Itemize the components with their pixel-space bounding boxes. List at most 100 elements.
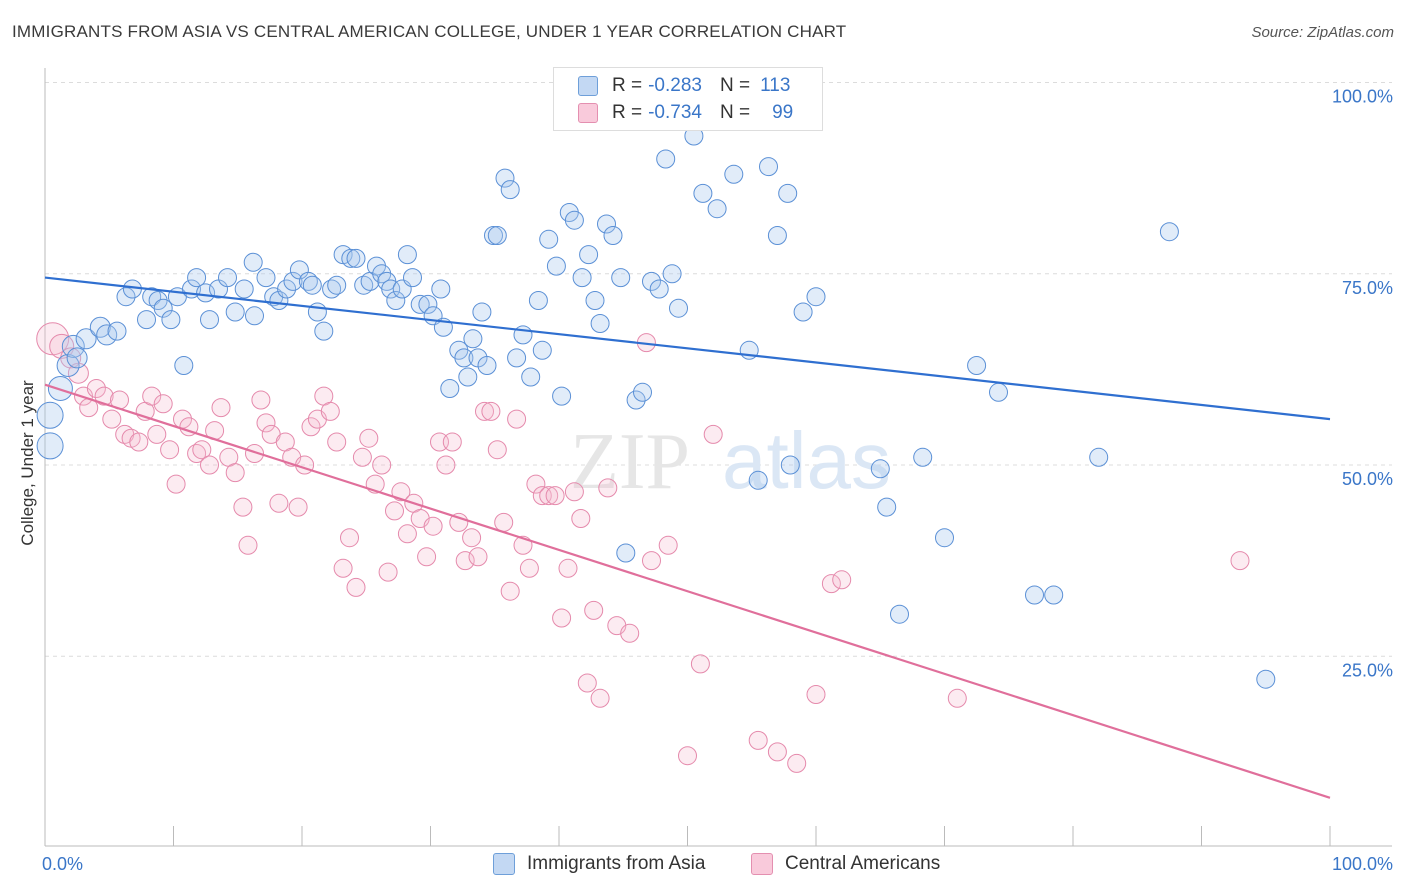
bottom-legend-central: Central Americans — [751, 852, 940, 876]
asia-point — [314, 321, 334, 341]
central-american-point — [494, 512, 514, 532]
central-american-point — [153, 394, 173, 414]
asia-point — [153, 298, 173, 318]
asia-point — [397, 245, 417, 265]
asia-point — [487, 226, 507, 245]
central-american-point — [352, 447, 372, 467]
central-american-point — [519, 558, 539, 578]
asia-point — [1089, 447, 1109, 467]
asia-point — [521, 367, 541, 387]
central-american-point — [564, 482, 584, 502]
asia-point — [793, 302, 813, 322]
asia-point — [440, 379, 460, 398]
central-american-point — [526, 474, 546, 494]
asia-point — [590, 314, 610, 333]
central-american-point — [584, 600, 604, 620]
central-american-point — [558, 558, 578, 578]
asia-point — [61, 334, 85, 358]
central-americans-points — [36, 322, 1250, 773]
asia-point — [472, 302, 492, 322]
asia-point — [381, 279, 401, 299]
asia-point — [75, 328, 97, 350]
central-american-point — [590, 688, 610, 708]
asia-point — [410, 294, 430, 314]
asia-point — [656, 149, 676, 169]
x-tick-label: 0.0% — [42, 854, 83, 874]
asia-point — [354, 275, 374, 295]
central-american-point — [545, 486, 565, 506]
asia-point — [1025, 585, 1044, 605]
central-american-point — [372, 455, 392, 475]
central-american-point — [552, 608, 572, 628]
asia-point — [748, 470, 768, 490]
asia-point — [302, 275, 322, 295]
legend-n-value: 113 — [760, 75, 791, 96]
asia-point — [707, 199, 727, 219]
asia-point — [218, 268, 237, 288]
trend-lines — [44, 276, 1331, 799]
asia-point — [564, 210, 584, 230]
central-american-point — [539, 486, 559, 506]
central-american-point — [288, 497, 308, 517]
asia-point — [477, 356, 497, 375]
central-american-point — [487, 440, 507, 460]
central-american-point — [187, 444, 207, 463]
asia-point — [256, 268, 276, 288]
central-american-point — [1230, 551, 1250, 571]
asia-point — [500, 180, 520, 200]
legend-swatch-asia — [578, 76, 598, 96]
asia-point — [454, 348, 474, 368]
asia-point — [1159, 222, 1179, 242]
central-american-point — [748, 730, 768, 750]
asia-point — [269, 291, 289, 310]
watermark-zip: ZIP — [570, 418, 690, 506]
asia-point — [603, 226, 623, 245]
central-american-point — [507, 409, 527, 429]
central-american-point — [129, 432, 149, 452]
central-american-point — [346, 577, 366, 597]
central-american-point — [436, 455, 456, 475]
asia-point — [806, 287, 826, 307]
asia-point — [778, 183, 798, 203]
asia-point — [935, 528, 954, 548]
asia-point — [693, 183, 713, 203]
asia-point — [759, 157, 778, 177]
asia-point — [546, 256, 566, 276]
central-american-point — [787, 753, 807, 773]
central-american-point — [378, 562, 398, 582]
central-american-point — [806, 685, 826, 704]
immigrants-from-asia-points — [36, 126, 1276, 689]
central-american-point — [225, 463, 245, 483]
legend-n-value: 99 — [772, 102, 794, 123]
central-american-point — [832, 570, 852, 590]
central-american-point — [359, 428, 379, 448]
central-american-point — [423, 516, 443, 536]
asia-point — [633, 382, 652, 402]
legend-swatch-central — [578, 103, 598, 123]
legend-r-value: -0.283 — [648, 75, 702, 96]
asia-point — [245, 306, 264, 326]
asia-point — [66, 347, 88, 369]
central-american-point — [703, 424, 723, 444]
asia-point — [913, 447, 933, 467]
central-american-point — [767, 742, 787, 762]
central-american-point — [86, 379, 106, 398]
asia-point — [642, 271, 661, 291]
central-american-point — [102, 409, 122, 429]
central-american-point — [301, 417, 321, 437]
central-american-point — [200, 455, 219, 475]
asia-point — [243, 252, 263, 272]
y-tick-label: 50.0% — [1342, 469, 1393, 489]
asia-point — [458, 367, 478, 387]
central-american-point — [256, 413, 276, 433]
asia-point — [36, 432, 64, 460]
asia-point — [346, 248, 366, 268]
asia-point — [585, 291, 605, 310]
asia-point — [463, 329, 483, 349]
asia-point — [36, 401, 64, 429]
central-american-point — [233, 497, 253, 517]
central-american-point — [417, 547, 437, 567]
chart-title: IMMIGRANTS FROM ASIA VS CENTRAL AMERICAN… — [12, 22, 847, 41]
asia-point — [724, 164, 744, 184]
